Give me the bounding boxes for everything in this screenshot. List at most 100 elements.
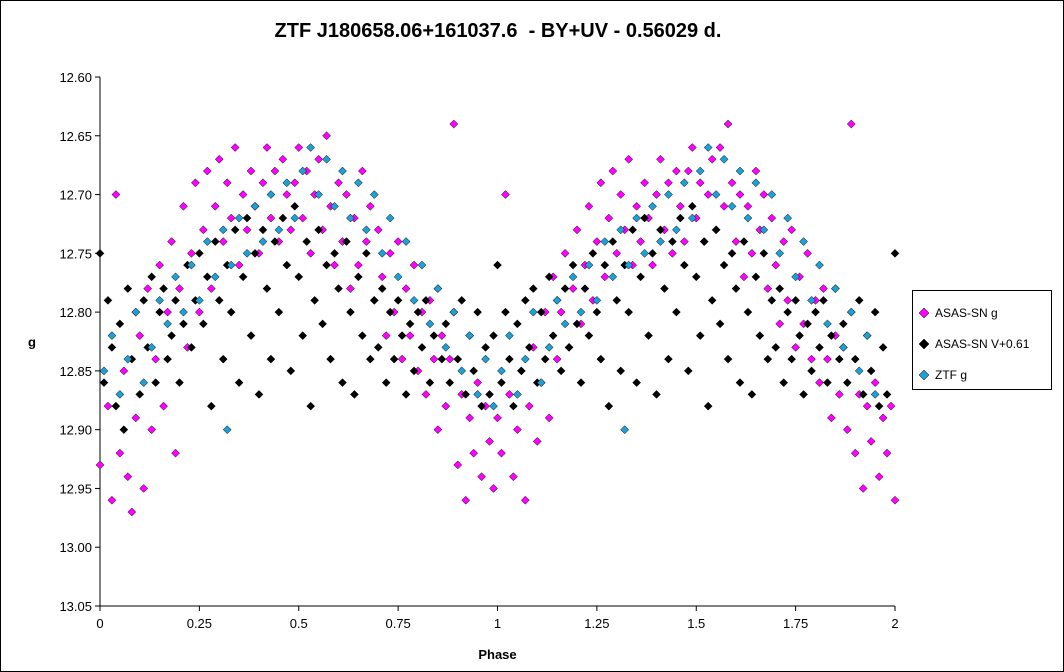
x-tick-label: 0.75 xyxy=(385,616,410,631)
data-point-series-0 xyxy=(747,248,757,258)
data-point-series-1 xyxy=(206,401,216,411)
data-point-series-0 xyxy=(827,413,836,423)
data-point-series-0 xyxy=(433,425,443,435)
legend-item-ztf-g: ZTF g xyxy=(919,359,1051,390)
data-point-series-1 xyxy=(501,307,510,317)
data-point-series-1 xyxy=(187,343,196,352)
data-point-series-0 xyxy=(878,413,888,423)
data-point-series-0 xyxy=(679,237,689,246)
data-point-series-1 xyxy=(509,401,518,411)
data-point-series-1 xyxy=(369,296,379,305)
data-point-series-2 xyxy=(218,225,228,235)
data-point-series-1 xyxy=(588,248,598,258)
data-point-series-1 xyxy=(882,390,892,399)
data-point-series-1 xyxy=(703,401,713,411)
data-point-series-0 xyxy=(191,178,200,188)
data-point-series-0 xyxy=(759,190,769,199)
data-point-series-1 xyxy=(584,331,594,340)
data-point-series-0 xyxy=(187,248,196,258)
data-point-series-1 xyxy=(405,319,415,329)
x-tick-label: 0.5 xyxy=(290,616,308,631)
data-point-series-0 xyxy=(214,154,224,164)
data-point-series-2 xyxy=(743,213,753,223)
data-point-series-1 xyxy=(330,248,339,258)
data-point-series-0 xyxy=(393,237,403,246)
data-point-series-2 xyxy=(735,166,745,176)
y-tick-label: 12.60 xyxy=(59,70,92,85)
data-point-series-1 xyxy=(505,354,514,364)
data-point-series-2 xyxy=(791,272,800,282)
data-point-series-2 xyxy=(290,213,300,223)
data-point-series-2 xyxy=(361,225,371,235)
data-point-series-1 xyxy=(107,343,117,352)
data-point-series-0 xyxy=(850,448,860,458)
data-point-series-2 xyxy=(664,190,673,199)
data-point-series-0 xyxy=(532,437,542,446)
data-point-series-2 xyxy=(417,260,427,270)
data-point-series-1 xyxy=(397,331,407,340)
data-point-series-0 xyxy=(195,307,204,317)
data-point-series-0 xyxy=(346,284,355,293)
data-point-series-1 xyxy=(103,296,113,305)
data-point-series-0 xyxy=(357,166,367,176)
data-point-series-1 xyxy=(95,248,105,258)
data-point-series-2 xyxy=(815,260,824,270)
data-point-series-0 xyxy=(218,237,228,246)
data-point-series-0 xyxy=(354,260,363,270)
data-point-series-2 xyxy=(489,401,498,411)
data-point-series-2 xyxy=(346,213,355,223)
data-point-series-1 xyxy=(747,390,757,399)
data-point-series-2 xyxy=(433,284,443,293)
data-point-series-0 xyxy=(640,178,649,188)
x-axis-label: Phase xyxy=(478,647,516,662)
data-point-series-0 xyxy=(596,178,606,188)
data-point-series-1 xyxy=(123,284,133,293)
data-point-series-0 xyxy=(866,437,876,446)
data-point-series-1 xyxy=(115,319,125,329)
data-point-series-1 xyxy=(350,390,359,399)
data-point-series-1 xyxy=(461,390,471,399)
data-point-series-0 xyxy=(234,260,244,270)
data-point-series-1 xyxy=(298,331,308,340)
data-point-series-1 xyxy=(270,237,280,246)
data-point-series-1 xyxy=(167,331,176,340)
data-point-series-2 xyxy=(457,366,467,376)
data-point-series-1 xyxy=(135,390,145,399)
data-point-series-1 xyxy=(672,307,681,317)
data-point-series-0 xyxy=(870,378,880,387)
data-point-series-0 xyxy=(127,507,137,517)
data-point-series-2 xyxy=(179,307,188,317)
data-point-series-1 xyxy=(250,248,260,258)
data-point-series-2 xyxy=(608,272,618,282)
data-point-series-1 xyxy=(763,354,773,364)
data-point-series-1 xyxy=(338,378,347,387)
data-point-series-0 xyxy=(668,248,677,258)
data-point-series-0 xyxy=(791,343,800,352)
data-point-series-1 xyxy=(735,378,745,387)
data-point-series-0 xyxy=(290,178,300,188)
data-point-series-1 xyxy=(767,296,777,305)
data-point-series-2 xyxy=(123,354,133,364)
data-point-series-0 xyxy=(210,201,220,211)
data-point-series-1 xyxy=(854,296,864,305)
data-point-series-1 xyxy=(608,237,618,246)
data-point-series-2 xyxy=(107,331,117,340)
data-point-series-2 xyxy=(552,296,562,305)
data-point-series-2 xyxy=(870,390,880,399)
data-point-series-0 xyxy=(743,201,753,211)
data-point-series-0 xyxy=(409,260,419,270)
data-point-series-0 xyxy=(119,366,129,376)
data-point-series-0 xyxy=(648,260,657,270)
data-point-series-0 xyxy=(683,166,693,176)
data-point-series-2 xyxy=(473,390,482,399)
data-point-series-1 xyxy=(385,307,395,317)
data-point-series-0 xyxy=(513,425,522,435)
data-point-series-1 xyxy=(242,213,252,223)
data-point-series-0 xyxy=(739,272,749,282)
data-point-series-1 xyxy=(640,213,649,223)
data-point-series-1 xyxy=(230,225,240,235)
data-point-series-0 xyxy=(469,448,479,458)
data-point-series-1 xyxy=(524,343,534,352)
data-point-series-0 xyxy=(552,354,562,364)
data-point-series-1 xyxy=(457,296,467,305)
